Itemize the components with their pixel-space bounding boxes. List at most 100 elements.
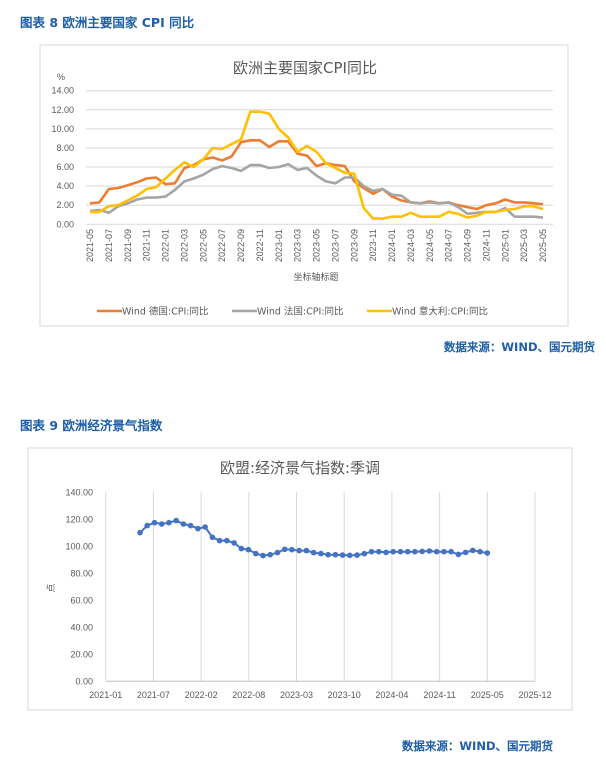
- y-tick-label: 6.00: [56, 162, 74, 172]
- data-point: [455, 551, 462, 558]
- y-tick-label: 14.00: [51, 86, 74, 96]
- legend-label: Wind 法国:CPI:同比: [257, 306, 343, 318]
- data-point: [238, 545, 245, 552]
- chart1-x-axis-title: 坐标轴标题: [293, 271, 338, 282]
- x-tick-label: 2022-01: [161, 229, 171, 262]
- data-point: [361, 550, 368, 557]
- series-line-2: [90, 110, 544, 220]
- x-tick-label: 2023-03: [280, 690, 313, 700]
- data-point: [325, 551, 331, 558]
- x-tick-label: 2024-07: [444, 229, 454, 262]
- data-point: [144, 522, 150, 529]
- data-point: [376, 548, 382, 555]
- data-point: [296, 547, 303, 554]
- x-tick-label: 2022-11: [255, 229, 265, 261]
- data-point: [383, 549, 389, 556]
- data-point: [404, 548, 411, 555]
- x-tick-label: 2023-01: [274, 229, 284, 262]
- data-point: [441, 548, 447, 555]
- data-point: [354, 552, 360, 558]
- x-tick-label: 2021-05: [85, 229, 95, 262]
- data-point: [137, 529, 143, 536]
- figure9-header: 图表 9 欧洲经济景气指数: [20, 418, 163, 433]
- x-tick-label: 2024-11: [423, 690, 455, 700]
- x-tick-label: 2023-05: [312, 229, 322, 262]
- data-point: [368, 548, 375, 555]
- data-point: [310, 549, 317, 556]
- data-point: [339, 552, 346, 558]
- x-tick-label: 2022-07: [217, 229, 227, 262]
- legend-label: Wind 德国:CPI:同比: [122, 306, 208, 318]
- data-point: [231, 540, 237, 546]
- data-point: [433, 548, 440, 555]
- figure8-source: 数据来源：WIND、国元期货: [444, 340, 596, 354]
- legend-label: Wind 意大利:CPI:同比: [392, 306, 488, 318]
- x-tick-label: 2024-01: [387, 229, 397, 262]
- x-tick-label: 2022-03: [179, 229, 189, 262]
- data-point: [347, 552, 353, 559]
- data-point: [180, 521, 187, 527]
- y-tick-label: 40.00: [70, 622, 93, 632]
- y-tick-label: 120.00: [65, 514, 93, 524]
- x-tick-label: 2023-10: [328, 690, 361, 700]
- y-tick-label: 0.00: [56, 219, 74, 229]
- data-point: [484, 550, 491, 556]
- data-point: [224, 537, 230, 544]
- data-point: [397, 548, 404, 555]
- data-point: [390, 548, 397, 555]
- chart2-title: 欧盟:经济景气指数:季调: [220, 459, 380, 477]
- data-point: [419, 548, 426, 555]
- y-tick-label: 8.00: [56, 143, 74, 153]
- x-tick-label: 2021-09: [123, 229, 133, 262]
- data-point: [158, 521, 165, 527]
- data-point: [166, 519, 172, 526]
- data-point: [209, 534, 216, 541]
- x-tick-label: 2025-03: [519, 229, 529, 262]
- data-point: [332, 551, 339, 558]
- y-tick-label: 60.00: [70, 595, 93, 605]
- y-tick-label: 80.00: [70, 568, 93, 578]
- data-point: [289, 546, 295, 553]
- y-tick-label: 100.00: [65, 541, 93, 551]
- data-point: [470, 547, 476, 554]
- y-tick-label: 2.00: [56, 200, 74, 210]
- y-tick-label: 140.00: [65, 487, 93, 497]
- data-point: [426, 548, 433, 554]
- data-point: [216, 537, 223, 544]
- figure8-header: 图表 8 欧洲主要国家 CPI 同比: [20, 15, 195, 30]
- x-tick-label: 2021-07: [104, 229, 114, 262]
- chart1-title: 欧洲主要国家CPI同比: [233, 59, 377, 77]
- x-tick-label: 2024-11: [481, 229, 491, 261]
- x-tick-label: 2021-01: [89, 690, 122, 700]
- x-tick-label: 2024-05: [425, 229, 435, 262]
- x-tick-label: 2022-05: [198, 229, 208, 262]
- x-tick-label: 2021-07: [137, 690, 170, 700]
- data-point: [412, 548, 418, 555]
- data-point: [245, 546, 252, 553]
- series-line-1: [89, 162, 544, 219]
- x-tick-label: 2024-04: [375, 690, 408, 700]
- y-tick-label: 4.00: [56, 181, 74, 191]
- data-point: [173, 517, 179, 524]
- x-tick-label: 2024-09: [463, 229, 473, 262]
- chart1-legend: Wind 德国:CPI:同比 Wind 法国:CPI:同比 Wind 意大利:CPI…: [97, 306, 488, 318]
- chart2-y-axis-title: 点: [46, 583, 56, 592]
- data-point: [462, 549, 469, 556]
- x-tick-label: 2025-01: [500, 229, 510, 262]
- x-tick-label: 2025-12: [518, 690, 551, 700]
- y-tick-label: 20.00: [70, 649, 93, 659]
- figure9-source: 数据来源：WIND、国元期货: [402, 739, 554, 753]
- data-point: [281, 546, 288, 553]
- chart2-frame: [27, 447, 573, 711]
- x-tick-label: 2021-11: [142, 229, 152, 261]
- series-line-0: [89, 139, 544, 211]
- chart1-frame: [39, 44, 569, 327]
- data-point: [448, 548, 454, 555]
- x-tick-label: 2025-05: [471, 690, 504, 700]
- x-tick-label: 2022-09: [236, 229, 246, 262]
- x-tick-label: 2025-05: [538, 229, 548, 262]
- data-point: [151, 519, 158, 526]
- x-tick-label: 2023-07: [330, 229, 340, 262]
- x-tick-label: 2023-11: [368, 229, 378, 261]
- y-tick-label: 0.00: [75, 676, 93, 686]
